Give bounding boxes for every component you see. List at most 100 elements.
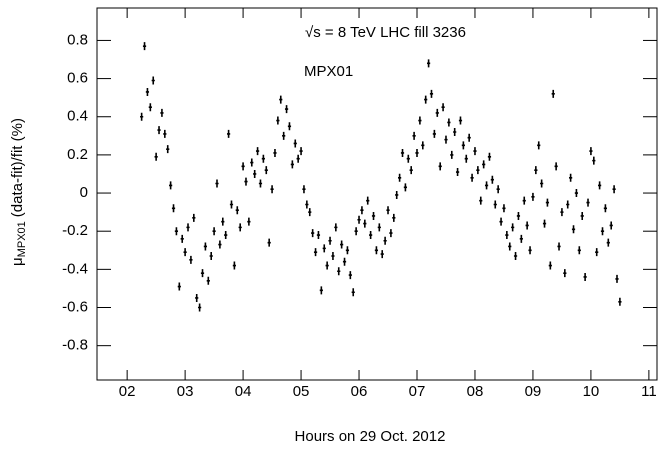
data-point <box>148 103 152 112</box>
data-point <box>258 179 263 188</box>
data-point <box>287 122 292 131</box>
data-point <box>418 116 422 125</box>
data-point <box>363 219 367 228</box>
data-point <box>325 261 329 270</box>
data-point <box>398 173 402 182</box>
data-point <box>198 303 202 312</box>
data-point <box>508 242 512 251</box>
data-point <box>311 229 315 238</box>
data-point <box>255 147 260 156</box>
data-point <box>464 154 468 163</box>
data-point <box>340 240 344 249</box>
data-point <box>206 276 210 285</box>
data-point <box>357 215 361 224</box>
y-tick-label: 0.8 <box>67 31 88 48</box>
y-tick-label: 0.2 <box>67 146 88 163</box>
data-point <box>395 190 399 199</box>
data-point <box>282 131 286 140</box>
data-point <box>496 185 500 194</box>
data-point <box>224 231 228 240</box>
data-point <box>337 267 341 276</box>
data-point <box>360 206 364 215</box>
data-point <box>569 173 573 182</box>
data-point <box>595 248 599 257</box>
data-point <box>366 196 370 205</box>
data-point <box>154 152 158 161</box>
data-point <box>612 185 616 194</box>
data-point <box>140 112 144 121</box>
data-point <box>328 236 332 245</box>
data-point <box>580 211 584 220</box>
data-point <box>264 166 268 175</box>
y-label-text: (data-fit)/fit (%) <box>9 118 26 217</box>
data-point <box>293 139 297 148</box>
data-point <box>273 148 277 157</box>
annotation: √s = 8 TeV LHC fill 3236 <box>305 24 466 41</box>
plot-frame <box>96 7 658 381</box>
data-point <box>192 213 196 222</box>
data-point <box>383 236 387 245</box>
y-tick-label: -0.6 <box>62 298 88 315</box>
x-tick-label: 08 <box>467 383 484 400</box>
data-point <box>505 231 509 240</box>
data-point <box>189 255 193 264</box>
data-point <box>296 154 300 163</box>
data-point <box>160 108 164 117</box>
data-point <box>305 200 309 209</box>
data-point <box>609 221 613 230</box>
annotation: MPX01 <box>304 63 353 80</box>
data-point <box>276 116 280 125</box>
data-point <box>540 179 544 188</box>
data-point <box>571 225 576 234</box>
data-point <box>522 196 526 205</box>
data-point <box>554 162 558 171</box>
data-point <box>253 169 257 178</box>
x-tick-label: 04 <box>235 383 252 400</box>
data-point <box>354 227 358 236</box>
data-point <box>171 204 176 213</box>
data-point <box>232 261 236 270</box>
data-point <box>371 211 376 220</box>
data-point <box>545 198 550 207</box>
data-point <box>163 129 167 138</box>
y-label-subscript: MPX01 <box>16 221 28 257</box>
x-tick-label: 02 <box>119 383 136 400</box>
data-point <box>551 89 555 98</box>
data-point <box>212 227 216 236</box>
data-point <box>377 223 381 232</box>
y-tick-label: 0 <box>80 184 88 201</box>
data-point <box>142 42 147 51</box>
data-point <box>516 211 521 220</box>
x-tick-label: 05 <box>293 383 310 400</box>
data-point <box>502 204 506 213</box>
data-point <box>342 257 347 266</box>
data-point <box>557 242 561 251</box>
data-point <box>299 147 303 156</box>
data-point <box>226 129 231 138</box>
data-point <box>598 181 602 190</box>
y-tick-label: 0.6 <box>67 70 88 87</box>
data-point <box>487 152 492 161</box>
x-tick-label: 09 <box>525 383 542 400</box>
data-point <box>586 198 590 207</box>
data-point <box>319 286 323 295</box>
data-point <box>447 118 451 127</box>
data-point <box>145 87 150 96</box>
data-point <box>409 166 413 175</box>
data-point <box>534 166 538 175</box>
data-point <box>461 141 465 150</box>
data-point <box>386 206 390 215</box>
y-axis-label: μMPX01 (data-fit)/fit (%) <box>9 118 28 266</box>
data-point <box>151 76 155 85</box>
data-point <box>177 282 181 291</box>
data-point <box>450 150 454 159</box>
data-point <box>308 208 312 217</box>
y-tick-label: -0.4 <box>62 260 88 277</box>
data-point <box>453 128 457 136</box>
data-point <box>531 192 535 201</box>
data-point <box>589 147 593 156</box>
data-point <box>406 154 410 163</box>
data-point <box>351 288 355 297</box>
data-point <box>618 297 622 306</box>
